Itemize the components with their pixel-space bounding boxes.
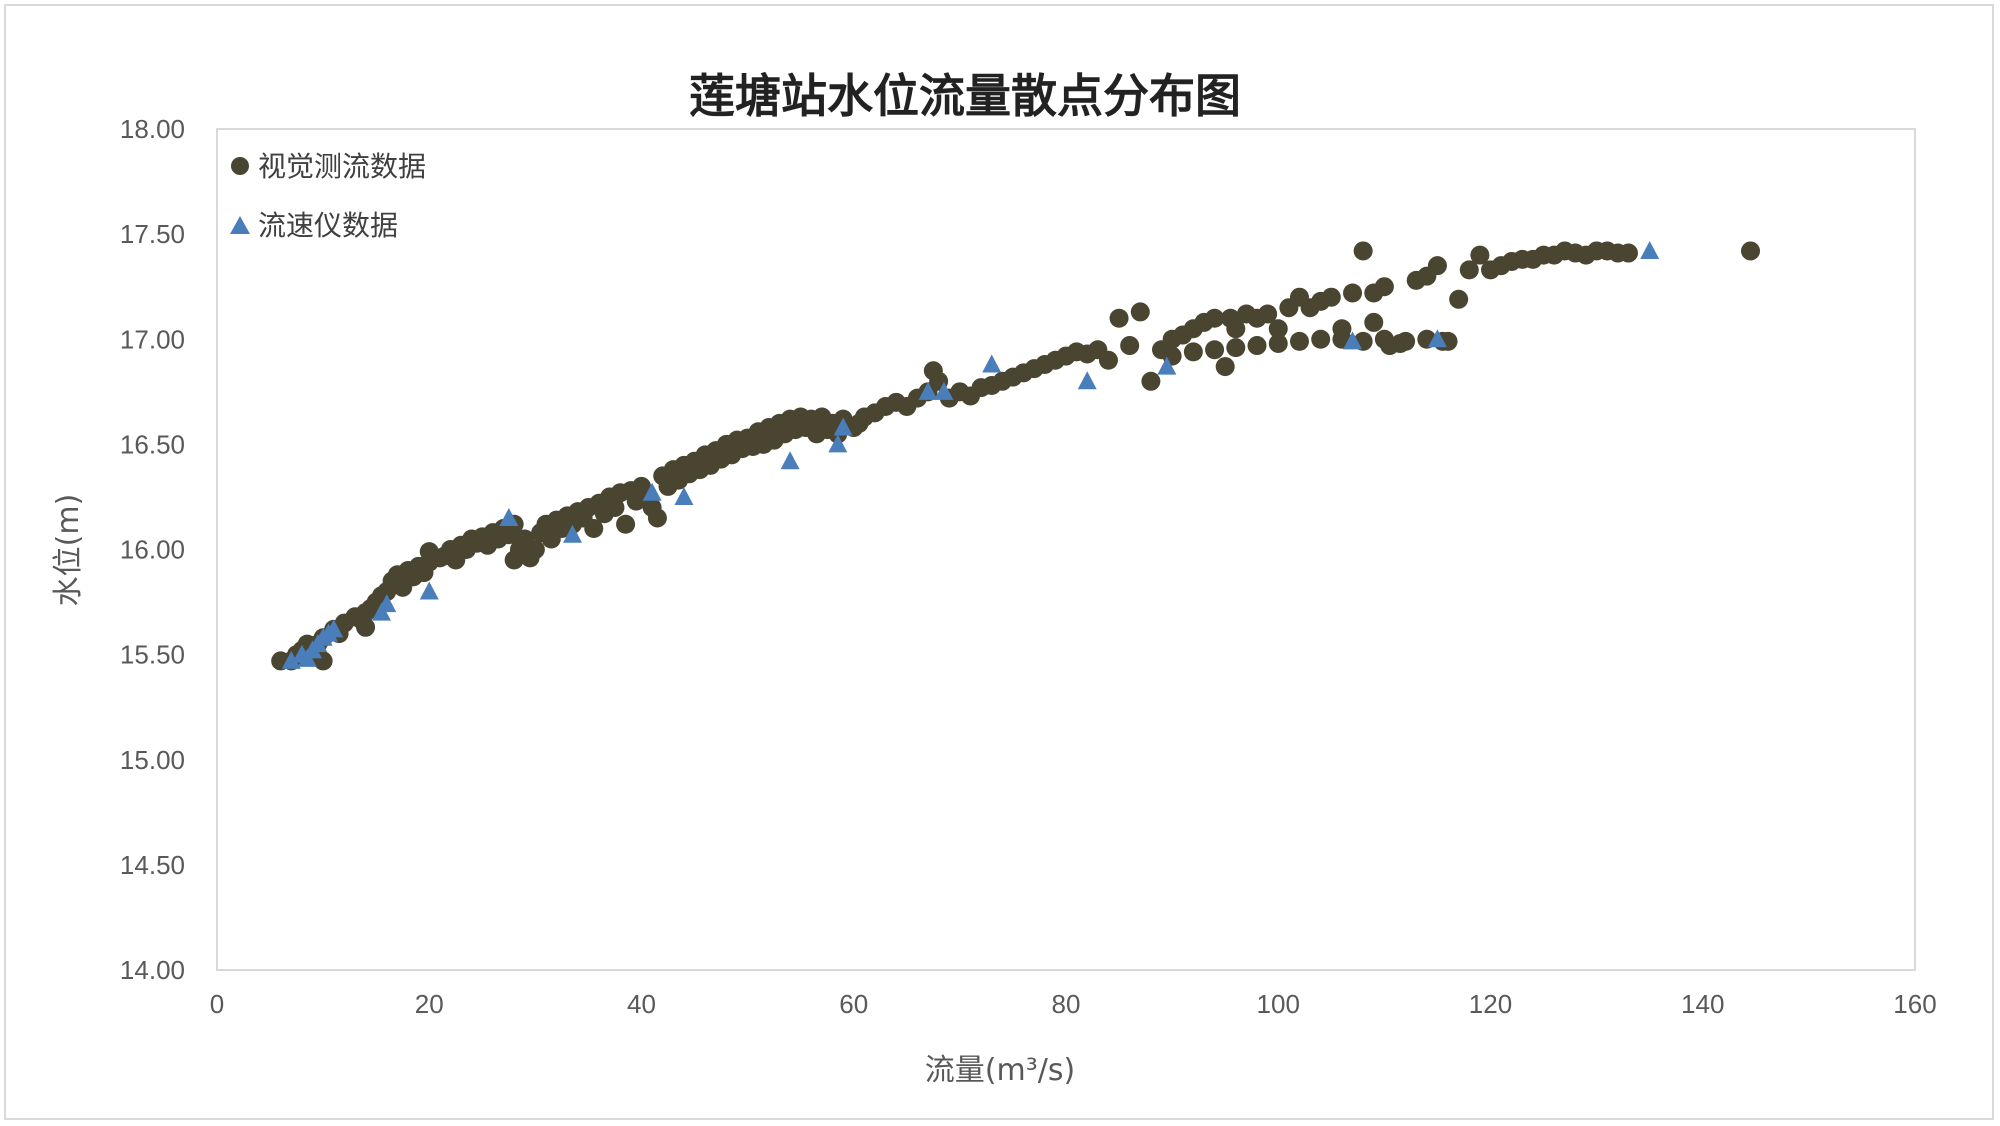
legend-label-visual-flow: 视觉测流数据 — [258, 150, 426, 183]
data-point-circle — [1449, 289, 1469, 309]
series-visual-flow — [271, 241, 1761, 671]
data-point-triangle — [918, 381, 938, 400]
data-point-circle — [1374, 277, 1394, 297]
data-point-circle — [1741, 241, 1761, 261]
x-tick-label: 60 — [839, 989, 868, 1019]
data-point-triangle — [563, 524, 583, 543]
data-point-circle — [1268, 333, 1288, 353]
data-point-triangle — [934, 381, 954, 400]
legend: 视觉测流数据 流速仪数据 — [230, 150, 426, 242]
data-point-circle — [1396, 331, 1416, 351]
y-axis-ticks: 14.00 14.50 15.00 15.50 16.00 16.50 17.00 17.50… — [120, 114, 185, 985]
data-point-circle — [1343, 283, 1363, 303]
x-tick-label: 80 — [1052, 989, 1081, 1019]
x-tick-label: 120 — [1469, 989, 1512, 1019]
data-point-circle — [1374, 329, 1394, 349]
data-point-triangle — [982, 354, 1002, 373]
data-point-circle — [1098, 350, 1118, 370]
y-tick-label: 17.50 — [120, 219, 185, 249]
data-point-triangle — [642, 482, 662, 501]
data-point-circle — [1183, 342, 1203, 362]
data-point-triangle — [377, 594, 397, 613]
data-point-circle — [1226, 319, 1246, 339]
data-point-triangle — [833, 417, 853, 436]
data-point-circle — [1130, 302, 1150, 322]
data-point-triangle — [828, 434, 848, 453]
chart-frame — [4, 4, 1994, 1120]
data-point-circle — [1427, 256, 1447, 276]
x-tick-label: 100 — [1257, 989, 1300, 1019]
x-tick-label: 0 — [210, 989, 224, 1019]
data-point-circle — [1109, 308, 1129, 328]
data-point-circle — [1247, 336, 1267, 356]
data-point-circle — [1268, 319, 1288, 339]
y-axis-label: 水位(m) — [51, 494, 86, 607]
data-point-circle — [1311, 329, 1331, 349]
data-point-circle — [1226, 338, 1246, 358]
data-point-circle — [1321, 287, 1341, 307]
data-point-triangle — [1077, 371, 1097, 390]
data-point-circle — [1289, 331, 1309, 351]
x-tick-label: 40 — [627, 989, 656, 1019]
data-point-triangle — [674, 486, 694, 505]
data-point-circle — [1459, 260, 1479, 280]
legend-marker-circle — [231, 157, 249, 175]
data-point-circle — [647, 508, 667, 528]
data-point-triangle — [1640, 240, 1660, 259]
x-tick-label: 160 — [1893, 989, 1936, 1019]
data-point-triangle — [780, 451, 800, 470]
y-tick-label: 14.00 — [120, 955, 185, 985]
x-tick-label: 20 — [415, 989, 444, 1019]
data-point-triangle — [281, 650, 301, 669]
series-current-meter — [281, 240, 1660, 669]
x-tick-label: 140 — [1681, 989, 1724, 1019]
data-point-circle — [1353, 241, 1373, 261]
data-point-triangle — [419, 581, 439, 600]
data-point-circle — [605, 497, 625, 517]
data-point-triangle — [1343, 331, 1363, 350]
data-point-circle — [1470, 245, 1490, 265]
data-point-circle — [1364, 312, 1384, 332]
data-point-circle — [1120, 336, 1140, 356]
data-point-triangle — [324, 619, 344, 638]
data-point-triangle — [499, 507, 519, 526]
data-point-triangle — [1157, 356, 1177, 375]
x-axis-label: 流量(m³/s) — [925, 1053, 1075, 1088]
data-point-circle — [1215, 357, 1235, 377]
y-tick-label: 16.00 — [120, 535, 185, 565]
y-tick-label: 15.00 — [120, 745, 185, 775]
data-point-circle — [584, 518, 604, 538]
data-point-circle — [1205, 340, 1225, 360]
y-tick-label: 16.50 — [120, 429, 185, 459]
y-tick-label: 17.00 — [120, 324, 185, 354]
data-point-circle — [1618, 243, 1638, 263]
y-tick-label: 14.50 — [120, 850, 185, 880]
data-point-circle — [1258, 304, 1278, 324]
data-point-triangle — [1427, 329, 1447, 348]
data-point-circle — [616, 514, 636, 534]
legend-marker-triangle — [230, 216, 250, 234]
data-point-circle — [525, 540, 545, 559]
data-point-circle — [1141, 371, 1161, 391]
data-point-circle — [1205, 308, 1225, 328]
y-tick-label: 18.00 — [120, 114, 185, 144]
data-point-circle — [356, 617, 376, 637]
plot-area — [216, 128, 1916, 971]
legend-label-current-meter: 流速仪数据 — [258, 209, 398, 242]
chart-title: 莲塘站水位流量散点分布图 — [689, 69, 1241, 123]
x-axis-ticks: 0 20 40 60 80 100 120 140 160 — [210, 989, 1937, 1019]
y-tick-label: 15.50 — [120, 640, 185, 670]
